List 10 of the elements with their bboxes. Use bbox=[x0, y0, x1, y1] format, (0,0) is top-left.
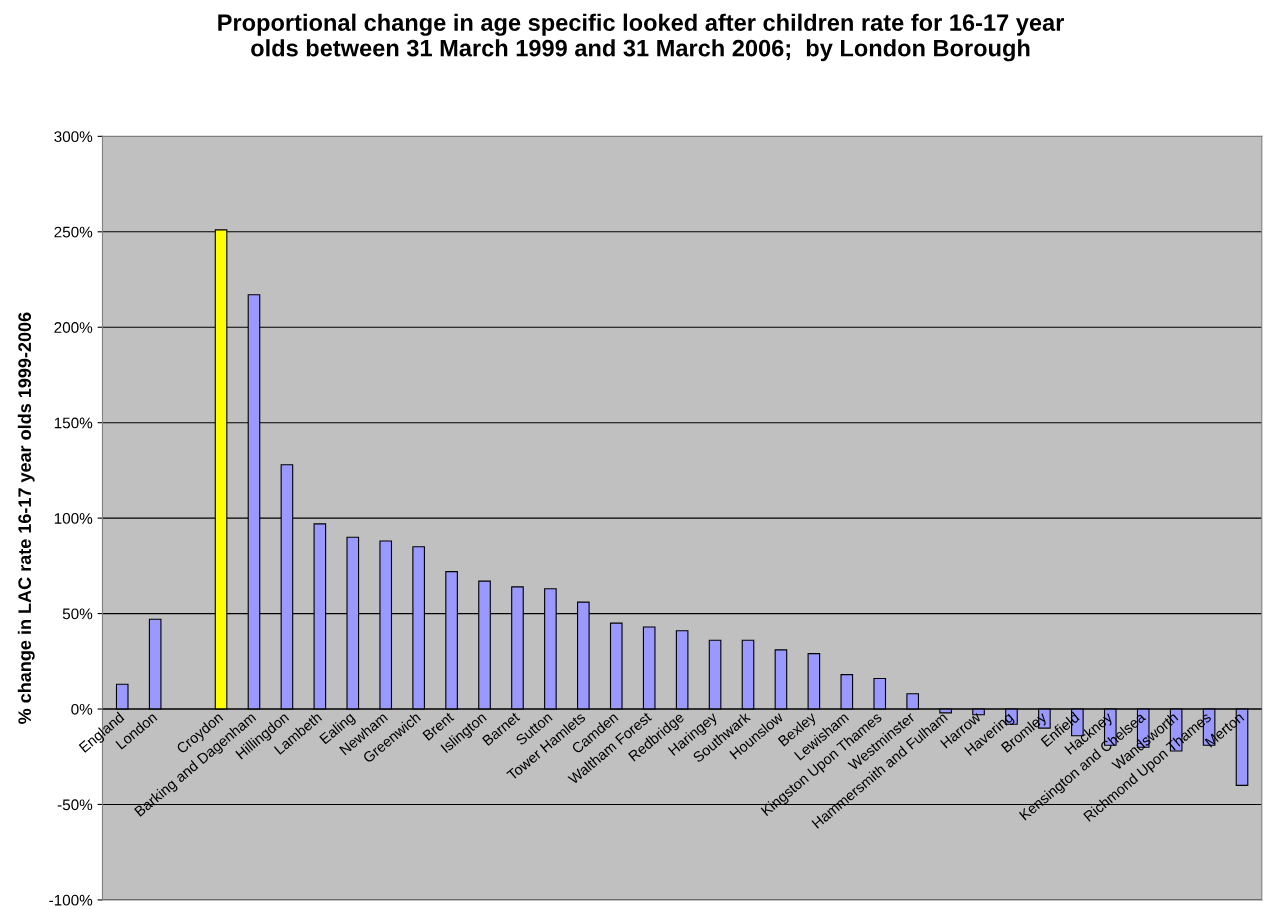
chart-title: Proportional change in age specific looked after children rate for 16-17 year olds between 31 March 1999 and 31 March 2006; by London Borough bbox=[218, 13, 1064, 62]
y-tick-label: 100% bbox=[54, 513, 93, 524]
y-tick-label: 200% bbox=[54, 322, 93, 333]
y-tick-label: -50% bbox=[57, 799, 93, 811]
y-tick-label: -100% bbox=[49, 894, 93, 906]
y-axis-title: % change in LAC rate 16-17 year olds 1999-2006 bbox=[17, 312, 35, 724]
y-tick-label: 50% bbox=[62, 608, 93, 620]
y-tick-label: 150% bbox=[54, 417, 93, 429]
y-tick-label: 300% bbox=[54, 131, 93, 143]
y-tick-label: 250% bbox=[54, 226, 93, 238]
